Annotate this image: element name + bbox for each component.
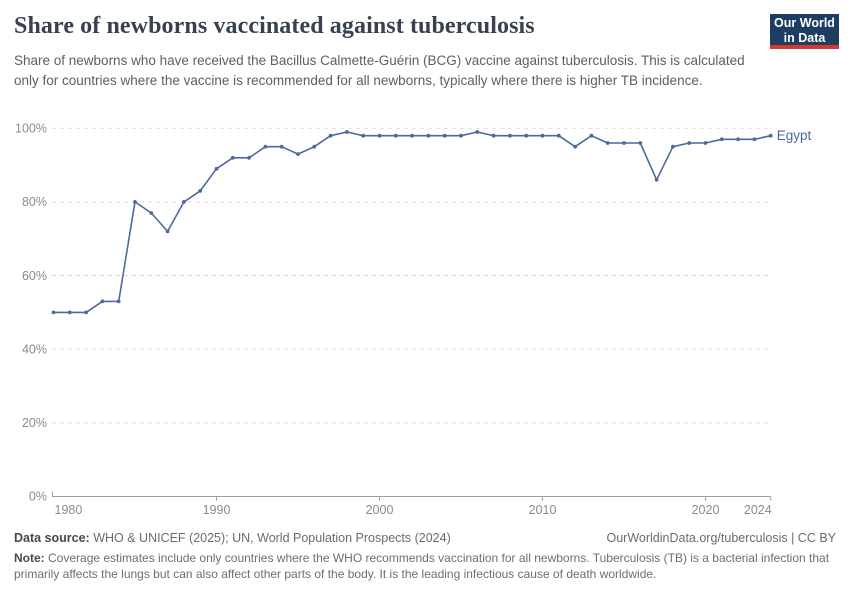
owid-logo[interactable]: Our World in Data — [770, 14, 839, 49]
data-point[interactable] — [654, 177, 659, 182]
data-point[interactable] — [100, 299, 105, 304]
note-row: Note: Coverage estimates include only co… — [14, 551, 836, 582]
y-tick-label: 40% — [22, 342, 47, 356]
y-tick-label: 60% — [22, 269, 47, 283]
y-tick-label: 20% — [22, 416, 47, 430]
data-point[interactable] — [377, 133, 382, 138]
data-point[interactable] — [263, 144, 268, 149]
y-tick-label: 80% — [22, 195, 47, 209]
data-point[interactable] — [345, 130, 349, 134]
data-point[interactable] — [605, 141, 610, 145]
data-point[interactable] — [622, 141, 626, 145]
series-label-egypt[interactable]: Egypt — [777, 128, 812, 143]
data-point[interactable] — [524, 133, 529, 138]
data-point[interactable] — [296, 152, 300, 156]
note-text: Coverage estimates include only countrie… — [14, 551, 830, 581]
series-egypt[interactable]: Egypt — [51, 128, 812, 315]
data-point[interactable] — [328, 133, 333, 138]
data-point[interactable] — [638, 141, 643, 145]
x-tick-label: 1980 — [55, 503, 83, 517]
data-source: Data source: WHO & UNICEF (2025); UN, Wo… — [14, 531, 451, 545]
data-point[interactable] — [491, 133, 496, 138]
y-tick-label: 0% — [29, 490, 47, 504]
data-point[interactable] — [752, 137, 757, 142]
data-point[interactable] — [475, 130, 480, 134]
x-axis — [52, 491, 772, 501]
data-point[interactable] — [573, 144, 577, 149]
data-point[interactable] — [214, 166, 219, 171]
data-point[interactable] — [442, 133, 447, 138]
data-point[interactable] — [719, 137, 724, 142]
x-tick-label: 2020 — [692, 503, 720, 517]
line-chart[interactable]: 0% 20% 40% 60% 80% 100% 1980 1990 2000 2010 2020 20… — [0, 100, 850, 525]
data-point[interactable] — [165, 229, 170, 234]
owid-logo-text: Our World in Data — [770, 14, 839, 45]
data-point[interactable] — [182, 200, 186, 204]
data-point[interactable] — [687, 141, 692, 145]
data-point[interactable] — [508, 133, 512, 138]
data-point[interactable] — [198, 189, 203, 193]
data-point[interactable] — [361, 133, 366, 138]
data-point[interactable] — [556, 133, 561, 138]
source-row: Data source: WHO & UNICEF (2025); UN, Wo… — [14, 530, 836, 547]
x-axis-labels: 1980 1990 2000 2010 2020 2024 — [55, 503, 772, 517]
data-point[interactable] — [247, 155, 252, 160]
x-tick-label: 2010 — [529, 503, 557, 517]
y-tick-label: 100% — [15, 122, 47, 136]
data-point[interactable] — [230, 155, 235, 160]
note-label: Note: — [14, 551, 45, 565]
owid-logo-red-bar — [770, 45, 839, 49]
data-line[interactable] — [52, 131, 772, 314]
y-axis-labels: 0% 20% 40% 60% 80% 100% — [15, 122, 47, 504]
data-point[interactable] — [279, 144, 284, 149]
data-point[interactable] — [133, 200, 137, 204]
chart-subtitle: Share of newborns who have received the … — [14, 53, 745, 88]
data-point[interactable] — [703, 141, 708, 145]
chart-title: Share of newborns vaccinated against tub… — [14, 13, 535, 39]
data-point[interactable] — [426, 133, 431, 138]
data-point[interactable] — [51, 310, 56, 315]
data-point[interactable] — [84, 310, 88, 315]
data-point[interactable] — [540, 133, 545, 138]
data-point[interactable] — [736, 137, 740, 142]
x-tick-label: 2000 — [366, 503, 394, 517]
data-point[interactable] — [410, 133, 414, 138]
gridlines — [52, 127, 771, 424]
data-point[interactable] — [671, 144, 675, 149]
owid-url-link[interactable]: OurWorldinData.org/tuberculosis | CC BY — [606, 531, 837, 545]
data-point[interactable] — [67, 310, 72, 315]
data-point[interactable] — [393, 133, 398, 138]
data-point[interactable] — [149, 211, 154, 215]
data-point[interactable] — [768, 133, 773, 138]
x-tick-label: 2024 — [744, 503, 772, 517]
data-point[interactable] — [459, 133, 463, 138]
data-point[interactable] — [116, 299, 121, 304]
data-point[interactable] — [589, 133, 594, 138]
x-tick-label: 1990 — [203, 503, 231, 517]
data-source-label: Data source: — [14, 531, 90, 545]
chart-footer: Data source: WHO & UNICEF (2025); UN, Wo… — [14, 530, 836, 582]
data-point[interactable] — [312, 144, 317, 149]
